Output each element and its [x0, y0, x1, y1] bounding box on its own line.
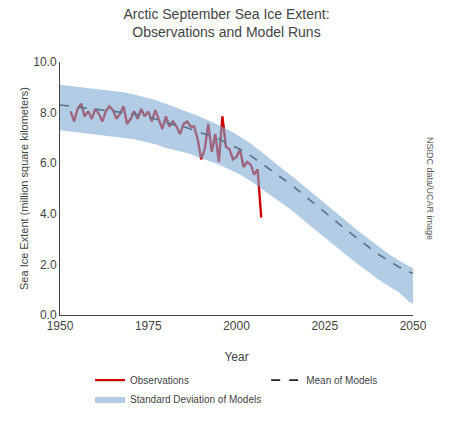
svg-text:2050: 2050	[400, 319, 427, 333]
svg-text:Standard Deviation of Models: Standard Deviation of Models	[130, 394, 261, 405]
svg-text:2.0: 2.0	[40, 258, 57, 272]
svg-text:Sea Ice Extent (million square: Sea Ice Extent (million square kilometer…	[18, 87, 30, 290]
svg-text:1975: 1975	[135, 319, 162, 333]
svg-text:Observations: Observations	[130, 375, 189, 386]
svg-text:Year: Year	[224, 350, 248, 364]
svg-text:2000: 2000	[223, 319, 250, 333]
svg-text:NSIDC data/UCAR image: NSIDC data/UCAR image	[425, 137, 435, 240]
svg-text:8.0: 8.0	[40, 106, 57, 120]
svg-text:6.0: 6.0	[40, 156, 57, 170]
svg-text:1950: 1950	[47, 319, 74, 333]
svg-text:0.0: 0.0	[40, 308, 57, 322]
svg-text:2025: 2025	[311, 319, 338, 333]
svg-text:4.0: 4.0	[40, 207, 57, 221]
svg-text:Mean of Models: Mean of Models	[306, 375, 377, 386]
svg-text:10.0: 10.0	[33, 55, 57, 69]
svg-text:Arctic September Sea Ice Exten: Arctic September Sea Ice Extent:Observat…	[123, 6, 329, 40]
